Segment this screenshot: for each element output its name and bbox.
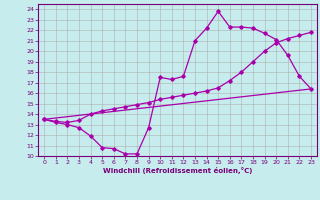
X-axis label: Windchill (Refroidissement éolien,°C): Windchill (Refroidissement éolien,°C) — [103, 167, 252, 174]
